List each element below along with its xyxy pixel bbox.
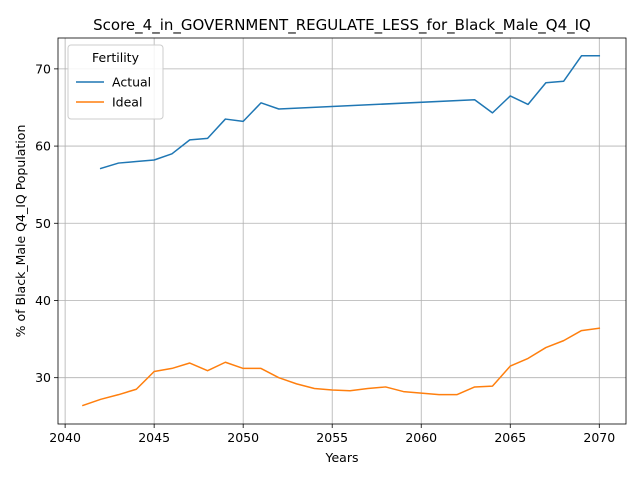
x-tick-label: 2050 <box>227 430 259 445</box>
legend-box <box>67 44 164 120</box>
plot-frame <box>57 37 627 425</box>
series-line-ideal <box>81 327 601 407</box>
legend-label-ideal: Ideal <box>112 95 142 110</box>
x-tick-label: 2065 <box>494 430 526 445</box>
x-tick-label: 2060 <box>405 430 437 445</box>
legend-title: Fertility <box>92 50 140 65</box>
axis-ticks: 2040 2045 2050 2055 2060 2065 2070 30 40 50 60 70 <box>35 61 615 445</box>
y-tick-label: 50 <box>35 216 51 231</box>
legend: Fertility Actual Ideal <box>67 44 164 120</box>
x-axis-label: Years <box>325 450 359 465</box>
y-tick-label: 40 <box>35 293 51 308</box>
y-tick-label: 30 <box>35 370 51 385</box>
y-tick-label: 60 <box>35 139 51 154</box>
y-tick-label: 70 <box>35 61 51 76</box>
x-tick-label: 2070 <box>583 430 615 445</box>
series-layer <box>81 55 601 407</box>
x-tick-label: 2040 <box>49 430 81 445</box>
x-tick-label: 2055 <box>316 430 348 445</box>
grid <box>58 38 626 424</box>
chart-title: Score_4_in_GOVERNMENT_REGULATE_LESS_for_… <box>93 16 591 35</box>
y-axis-label: % of Black_Male Q4_IQ Population <box>13 125 28 338</box>
series-line-actual <box>99 55 601 170</box>
x-tick-label: 2045 <box>138 430 170 445</box>
legend-label-actual: Actual <box>112 75 151 90</box>
